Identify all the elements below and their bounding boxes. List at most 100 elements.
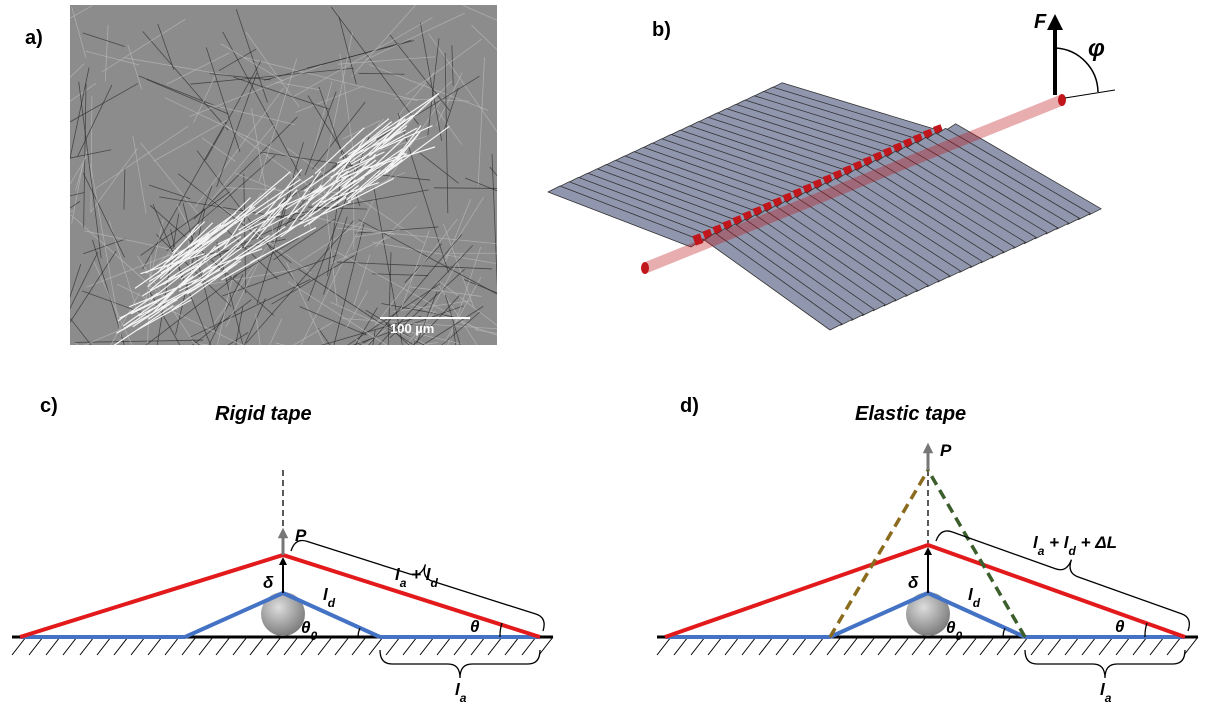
hatch — [929, 637, 943, 655]
hatch — [352, 637, 366, 655]
hatch — [233, 637, 247, 655]
hatch — [29, 637, 43, 655]
hatch — [810, 637, 824, 655]
hatch — [335, 637, 349, 655]
hatch — [386, 637, 400, 655]
adhered-label: la — [1100, 680, 1112, 705]
hatch — [369, 637, 383, 655]
hatch — [505, 637, 519, 655]
initial-angle-label-part: 0 — [955, 629, 962, 643]
angle-label: θ — [470, 617, 480, 636]
hatch — [1167, 637, 1181, 655]
hatch — [12, 637, 26, 655]
adhered-label-part: a — [1105, 691, 1112, 705]
adhered-label-part: a — [460, 691, 467, 705]
angle-label: φ — [1088, 35, 1105, 62]
hatch — [878, 637, 892, 655]
hatch — [403, 637, 417, 655]
fiber — [275, 343, 370, 366]
hatch — [148, 637, 162, 655]
hatch — [471, 637, 485, 655]
panel-label: a) — [25, 27, 43, 49]
hatch — [844, 637, 858, 655]
hatch — [97, 637, 111, 655]
hatch — [997, 637, 1011, 655]
angle-arc — [1145, 623, 1147, 637]
panel-label: c) — [40, 395, 58, 417]
total-length-label-part: + l — [406, 565, 431, 584]
hatch — [80, 637, 94, 655]
initial-angle-label-part: 0 — [310, 629, 317, 643]
rod-end — [1058, 94, 1066, 106]
hatch — [1065, 637, 1079, 655]
hatch — [250, 637, 264, 655]
scale-bar-label: 100 µm — [390, 321, 434, 336]
hatch — [420, 637, 434, 655]
total-length-label: la + ld — [395, 565, 439, 590]
detached-label: ld — [968, 585, 981, 610]
hatch — [657, 637, 671, 655]
panel-label: d) — [680, 395, 699, 417]
adhered-label: la — [455, 680, 467, 705]
hatch — [1031, 637, 1045, 655]
initial-angle-label: θ0 — [946, 618, 962, 643]
panel-title: Elastic tape — [855, 403, 966, 425]
fiber — [490, 167, 563, 253]
panel-title: Rigid tape — [215, 403, 312, 425]
detached-label-part: d — [328, 596, 336, 610]
reference-line — [1065, 90, 1115, 98]
hatch — [1133, 637, 1147, 655]
hatch — [691, 637, 705, 655]
hatch — [165, 637, 179, 655]
hatch — [318, 637, 332, 655]
hatch — [759, 637, 773, 655]
hatch — [131, 637, 145, 655]
detached-label: ld — [323, 585, 336, 610]
hatch — [895, 637, 909, 655]
hatch — [539, 637, 553, 655]
hatch — [267, 637, 281, 655]
panel-label: b) — [652, 19, 671, 41]
hatch — [861, 637, 875, 655]
hatch — [199, 637, 213, 655]
total-length-label-part: + l — [1044, 533, 1069, 552]
hatch — [284, 637, 298, 655]
hatch — [1150, 637, 1164, 655]
total-length-label: la + ld + ΔL — [1033, 533, 1117, 558]
angle-label: θ — [1115, 617, 1125, 636]
hatch — [1014, 637, 1028, 655]
load-label: P — [940, 441, 952, 460]
detached-label-part: d — [973, 596, 981, 610]
hatch — [912, 637, 926, 655]
brace — [291, 541, 544, 631]
hatch — [216, 637, 230, 655]
fiber — [292, 343, 438, 364]
hatch — [776, 637, 790, 655]
deflection-label: δ — [263, 573, 274, 592]
hatch — [454, 637, 468, 655]
fiber — [8, 211, 74, 222]
fiber — [191, 339, 252, 384]
hatch — [1116, 637, 1130, 655]
hatch — [488, 637, 502, 655]
hatch — [1082, 637, 1096, 655]
rod-end — [641, 262, 649, 274]
initial-angle-label: θ0 — [301, 618, 317, 643]
fiber — [75, 343, 179, 421]
hatch — [980, 637, 994, 655]
figure: 100 µm a) b) F φ c) Rigid tape d) Elasti… — [0, 0, 1205, 706]
total-length-label-part: d — [431, 576, 439, 590]
hatch — [827, 637, 841, 655]
total-length-label-part: + ΔL — [1076, 533, 1117, 552]
tape-array — [548, 83, 1101, 330]
hatch — [522, 637, 536, 655]
fiber — [252, 339, 372, 402]
hatch — [114, 637, 128, 655]
hatch — [708, 637, 722, 655]
hatch — [674, 637, 688, 655]
hatch — [1099, 637, 1113, 655]
deflection-label: δ — [908, 573, 919, 592]
fiber — [374, 341, 415, 457]
force-label: F — [1034, 11, 1047, 33]
hatch — [182, 637, 196, 655]
